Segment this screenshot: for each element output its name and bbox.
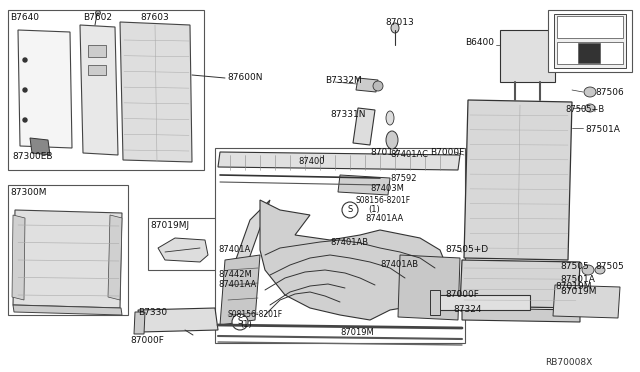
- Polygon shape: [260, 200, 450, 320]
- Ellipse shape: [373, 81, 383, 91]
- Text: 87501A: 87501A: [585, 125, 620, 134]
- Text: (1): (1): [368, 205, 380, 214]
- Polygon shape: [356, 78, 378, 92]
- Polygon shape: [220, 255, 260, 325]
- Polygon shape: [218, 152, 460, 170]
- Polygon shape: [80, 25, 118, 155]
- Polygon shape: [13, 210, 122, 308]
- Ellipse shape: [23, 118, 27, 122]
- Text: B7602: B7602: [83, 13, 112, 22]
- Bar: [8, 10, 204, 170]
- Text: 87012: 87012: [370, 148, 399, 157]
- Text: 87324: 87324: [453, 305, 481, 314]
- Text: 87400: 87400: [298, 157, 324, 166]
- Text: 87603: 87603: [140, 13, 169, 22]
- Text: B7330: B7330: [138, 308, 167, 317]
- Polygon shape: [338, 175, 390, 195]
- Text: B7332M: B7332M: [325, 76, 362, 85]
- Text: S08156-8201F: S08156-8201F: [356, 196, 411, 205]
- Polygon shape: [464, 100, 572, 260]
- Polygon shape: [553, 285, 620, 318]
- Bar: [8, 185, 128, 315]
- Text: B7640: B7640: [10, 13, 39, 22]
- Text: 87401AB: 87401AB: [380, 260, 418, 269]
- Ellipse shape: [95, 10, 100, 16]
- Bar: [88, 45, 106, 57]
- Polygon shape: [12, 215, 25, 300]
- Polygon shape: [13, 305, 122, 315]
- Text: 87505+D: 87505+D: [445, 245, 488, 254]
- Text: 87403M: 87403M: [370, 184, 404, 193]
- Ellipse shape: [582, 265, 594, 275]
- Text: 87505: 87505: [595, 262, 624, 271]
- Text: 87013: 87013: [385, 18, 413, 27]
- Text: 87300EB: 87300EB: [12, 152, 52, 161]
- Polygon shape: [18, 30, 72, 148]
- Ellipse shape: [391, 23, 399, 33]
- Text: 87505+B: 87505+B: [565, 105, 604, 114]
- Polygon shape: [108, 215, 122, 300]
- Text: 87019M: 87019M: [555, 282, 591, 291]
- Bar: [557, 16, 623, 38]
- Text: 87401AB: 87401AB: [330, 238, 368, 247]
- Ellipse shape: [595, 266, 605, 274]
- Ellipse shape: [585, 104, 595, 112]
- Text: S: S: [348, 205, 353, 215]
- Polygon shape: [138, 308, 218, 332]
- Bar: [148, 218, 216, 270]
- Bar: [548, 10, 632, 72]
- Polygon shape: [225, 200, 270, 290]
- Text: 87331N: 87331N: [330, 110, 365, 119]
- Ellipse shape: [584, 87, 596, 97]
- Text: 87401AC: 87401AC: [390, 150, 428, 159]
- Polygon shape: [462, 308, 580, 322]
- Text: 87592: 87592: [390, 174, 417, 183]
- Text: B7000F: B7000F: [430, 148, 464, 157]
- Bar: [88, 65, 106, 75]
- Text: S: S: [237, 317, 243, 327]
- Ellipse shape: [232, 314, 248, 330]
- Ellipse shape: [23, 58, 27, 62]
- Polygon shape: [30, 138, 50, 155]
- Text: 87401A: 87401A: [218, 245, 250, 254]
- Text: 87442M: 87442M: [218, 270, 252, 279]
- Text: (1): (1): [240, 320, 252, 329]
- Polygon shape: [432, 295, 530, 310]
- Text: 87401AA: 87401AA: [218, 280, 256, 289]
- Text: 87300M: 87300M: [10, 188, 47, 197]
- Text: 87505: 87505: [560, 262, 589, 271]
- Text: 87019M: 87019M: [560, 287, 596, 296]
- Bar: [578, 43, 600, 63]
- Text: 87501A: 87501A: [560, 275, 595, 284]
- Text: 87019M: 87019M: [340, 328, 374, 337]
- Polygon shape: [430, 290, 440, 315]
- Polygon shape: [120, 22, 192, 162]
- Polygon shape: [460, 260, 580, 308]
- Ellipse shape: [386, 131, 398, 149]
- Bar: [215, 148, 465, 343]
- Text: 87019MJ: 87019MJ: [150, 221, 189, 230]
- Text: 87401AA: 87401AA: [365, 214, 403, 223]
- Text: 87600N: 87600N: [227, 73, 262, 82]
- Text: 87000F: 87000F: [130, 336, 164, 345]
- Ellipse shape: [386, 111, 394, 125]
- Text: B6400: B6400: [465, 38, 494, 47]
- Polygon shape: [158, 238, 208, 262]
- Text: RB70008X: RB70008X: [545, 358, 592, 367]
- Polygon shape: [500, 30, 555, 82]
- Polygon shape: [398, 255, 460, 320]
- Ellipse shape: [342, 202, 358, 218]
- Text: 87000F: 87000F: [445, 290, 479, 299]
- Polygon shape: [554, 14, 626, 68]
- Text: 87506: 87506: [595, 88, 624, 97]
- Bar: [557, 42, 623, 64]
- Ellipse shape: [23, 88, 27, 92]
- Polygon shape: [134, 312, 145, 334]
- Polygon shape: [353, 108, 375, 145]
- Text: S08156-8201F: S08156-8201F: [228, 310, 283, 319]
